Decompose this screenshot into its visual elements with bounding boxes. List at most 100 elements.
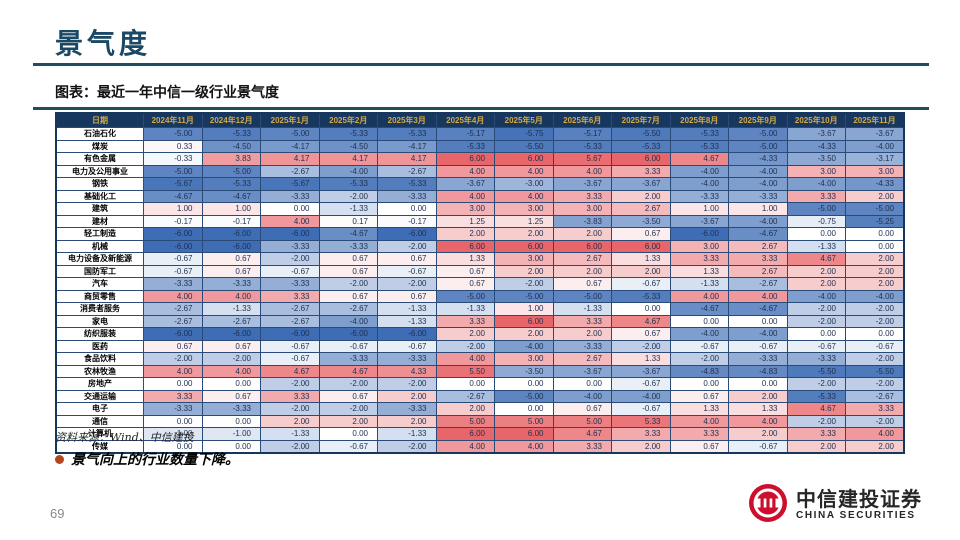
heatmap-cell: -0.67 (143, 252, 203, 266)
heatmap-cell: 4.33 (377, 364, 437, 378)
heatmap-cell: 0.67 (143, 339, 203, 353)
heatmap-cell: 1.00 (728, 202, 788, 216)
heatmap-cell: 0.00 (143, 439, 203, 454)
heatmap-cell: 3.33 (669, 252, 729, 266)
heatmap-cell: -3.50 (494, 364, 554, 378)
heatmap-cell: 2.00 (786, 264, 846, 278)
heatmap-cell: 2.00 (786, 439, 846, 454)
heatmap-cell: 0.67 (318, 252, 378, 266)
heatmap-cell: -5.75 (494, 127, 554, 141)
heatmap-cell: -3.33 (260, 239, 320, 253)
heatmap-cell: 3.00 (552, 202, 612, 216)
heatmap-cell: -2.00 (318, 277, 378, 291)
month-header-cell: 2025年11月 (845, 112, 905, 128)
heatmap-cell: -5.33 (611, 289, 671, 303)
heatmap-cell: -0.67 (260, 264, 320, 278)
industry-label: 交通运输 (55, 389, 144, 403)
heatmap-cell: 0.00 (260, 202, 320, 216)
heatmap-cell: -1.33 (435, 302, 495, 316)
heatmap-cell: -5.67 (143, 177, 203, 191)
heatmap-cell: 4.67 (318, 364, 378, 378)
heatmap-cell: -3.33 (143, 277, 203, 291)
heatmap-cell: -0.67 (377, 339, 437, 353)
heatmap-cell: 2.00 (494, 264, 554, 278)
heatmap-cell: 5.00 (435, 414, 495, 428)
heatmap-cell: 0.00 (143, 377, 203, 391)
industry-label: 电力及公用事业 (55, 164, 144, 178)
heatmap-cell: 5.00 (494, 414, 554, 428)
industry-label: 有色金属 (55, 152, 144, 166)
industry-label: 电子 (55, 402, 144, 416)
heatmap-cell: 4.00 (435, 439, 495, 454)
heatmap-cell: 4.67 (786, 402, 846, 416)
logo-name-en: CHINA SECURITIES (796, 509, 916, 521)
heatmap-cell: 4.67 (786, 252, 846, 266)
heatmap-cell: -3.33 (201, 277, 261, 291)
heatmap-cell: -1.33 (201, 302, 261, 316)
heatmap-cell: -5.33 (435, 139, 495, 153)
heatmap-cell: 4.67 (260, 364, 320, 378)
heatmap-cell: 2.67 (552, 352, 612, 366)
heatmap-cell: -2.00 (377, 277, 437, 291)
heatmap-cell: -1.33 (669, 277, 729, 291)
heatmap-cell: 0.00 (377, 202, 437, 216)
heatmap-cell: -2.67 (260, 302, 320, 316)
heatmap-cell: 0.17 (318, 214, 378, 228)
heatmap-cell: 4.17 (377, 152, 437, 166)
heatmap-cell: 0.00 (143, 414, 203, 428)
heatmap-cell: 4.67 (611, 314, 671, 328)
heatmap-cell: -0.17 (143, 214, 203, 228)
month-header-cell: 2025年7月 (611, 112, 671, 128)
heatmap-cell: -0.67 (845, 339, 905, 353)
heatmap-cell: -2.00 (318, 189, 378, 203)
heatmap-cell: 0.00 (669, 377, 729, 391)
heatmap-cell: 3.33 (786, 427, 846, 441)
heatmap-row: 房地产 0.00 0.00 -2.00 -2.00 -2.00 0.00 0.00 0.00 -0… (55, 377, 905, 391)
heatmap-cell: -4.00 (669, 164, 729, 178)
heatmap-cell: -2.67 (318, 302, 378, 316)
heatmap-cell: -2.00 (845, 314, 905, 328)
heatmap-cell: 4.00 (669, 414, 729, 428)
heatmap-cell: 2.00 (377, 389, 437, 403)
heatmap-cell: -3.33 (318, 352, 378, 366)
month-header-cell: 2025年3月 (377, 112, 437, 128)
heatmap-cell: 3.00 (494, 202, 554, 216)
heatmap-cell: 4.00 (552, 164, 612, 178)
heatmap-cell: 5.50 (435, 364, 495, 378)
heatmap-cell: -6.00 (143, 227, 203, 241)
heatmap-cell: 1.00 (143, 202, 203, 216)
heatmap-cell: -0.17 (201, 214, 261, 228)
heatmap-cell: 3.33 (552, 439, 612, 454)
corner-header-cell: 日期 (55, 112, 144, 128)
heatmap-row: 纺织服装 -6.00 -6.00 -6.00 -6.00 -6.00 2.00 2.00 2.0… (55, 327, 905, 341)
heatmap-cell: 1.33 (611, 252, 671, 266)
heatmap-cell: 3.33 (552, 189, 612, 203)
heatmap-cell: -1.00 (201, 427, 261, 441)
month-header-cell: 2025年10月 (786, 112, 846, 128)
heatmap-cell: 4.17 (318, 152, 378, 166)
heatmap-cell: 0.67 (377, 289, 437, 303)
heatmap-row: 建筑 1.00 1.00 0.00 -1.33 0.00 3.00 3.00 3.00 2.67 1… (55, 202, 905, 216)
heatmap-cell: -0.67 (377, 264, 437, 278)
heatmap-cell: -0.67 (611, 402, 671, 416)
heatmap-cell: -5.33 (377, 177, 437, 191)
heatmap-cell: 2.00 (552, 227, 612, 241)
heatmap-cell: -3.17 (845, 152, 905, 166)
heatmap-cell: -4.00 (669, 177, 729, 191)
heatmap-cell: 2.00 (845, 439, 905, 454)
logo-text: 中信建投证券 CHINA SECURITIES (796, 489, 922, 522)
heatmap-cell: -4.00 (318, 164, 378, 178)
heatmap-cell: -2.00 (494, 277, 554, 291)
heatmap-cell: 0.67 (201, 389, 261, 403)
heatmap-cell: -4.00 (786, 177, 846, 191)
heatmap-table-container: 日期 2024年11月 2024年12月 2025年1月 2025年2月 2025年3月 2… (55, 112, 905, 454)
heatmap-cell: 3.33 (611, 164, 671, 178)
industry-heatmap-table: 日期 2024年11月 2024年12月 2025年1月 2025年2月 2025年3月 2… (55, 112, 905, 454)
heatmap-cell: 4.00 (260, 214, 320, 228)
heatmap-cell: -5.33 (669, 127, 729, 141)
heatmap-cell: -3.67 (669, 214, 729, 228)
heatmap-cell: -2.00 (260, 252, 320, 266)
industry-label: 机械 (55, 239, 144, 253)
heatmap-cell: -4.00 (669, 327, 729, 341)
heatmap-cell: 2.67 (611, 202, 671, 216)
